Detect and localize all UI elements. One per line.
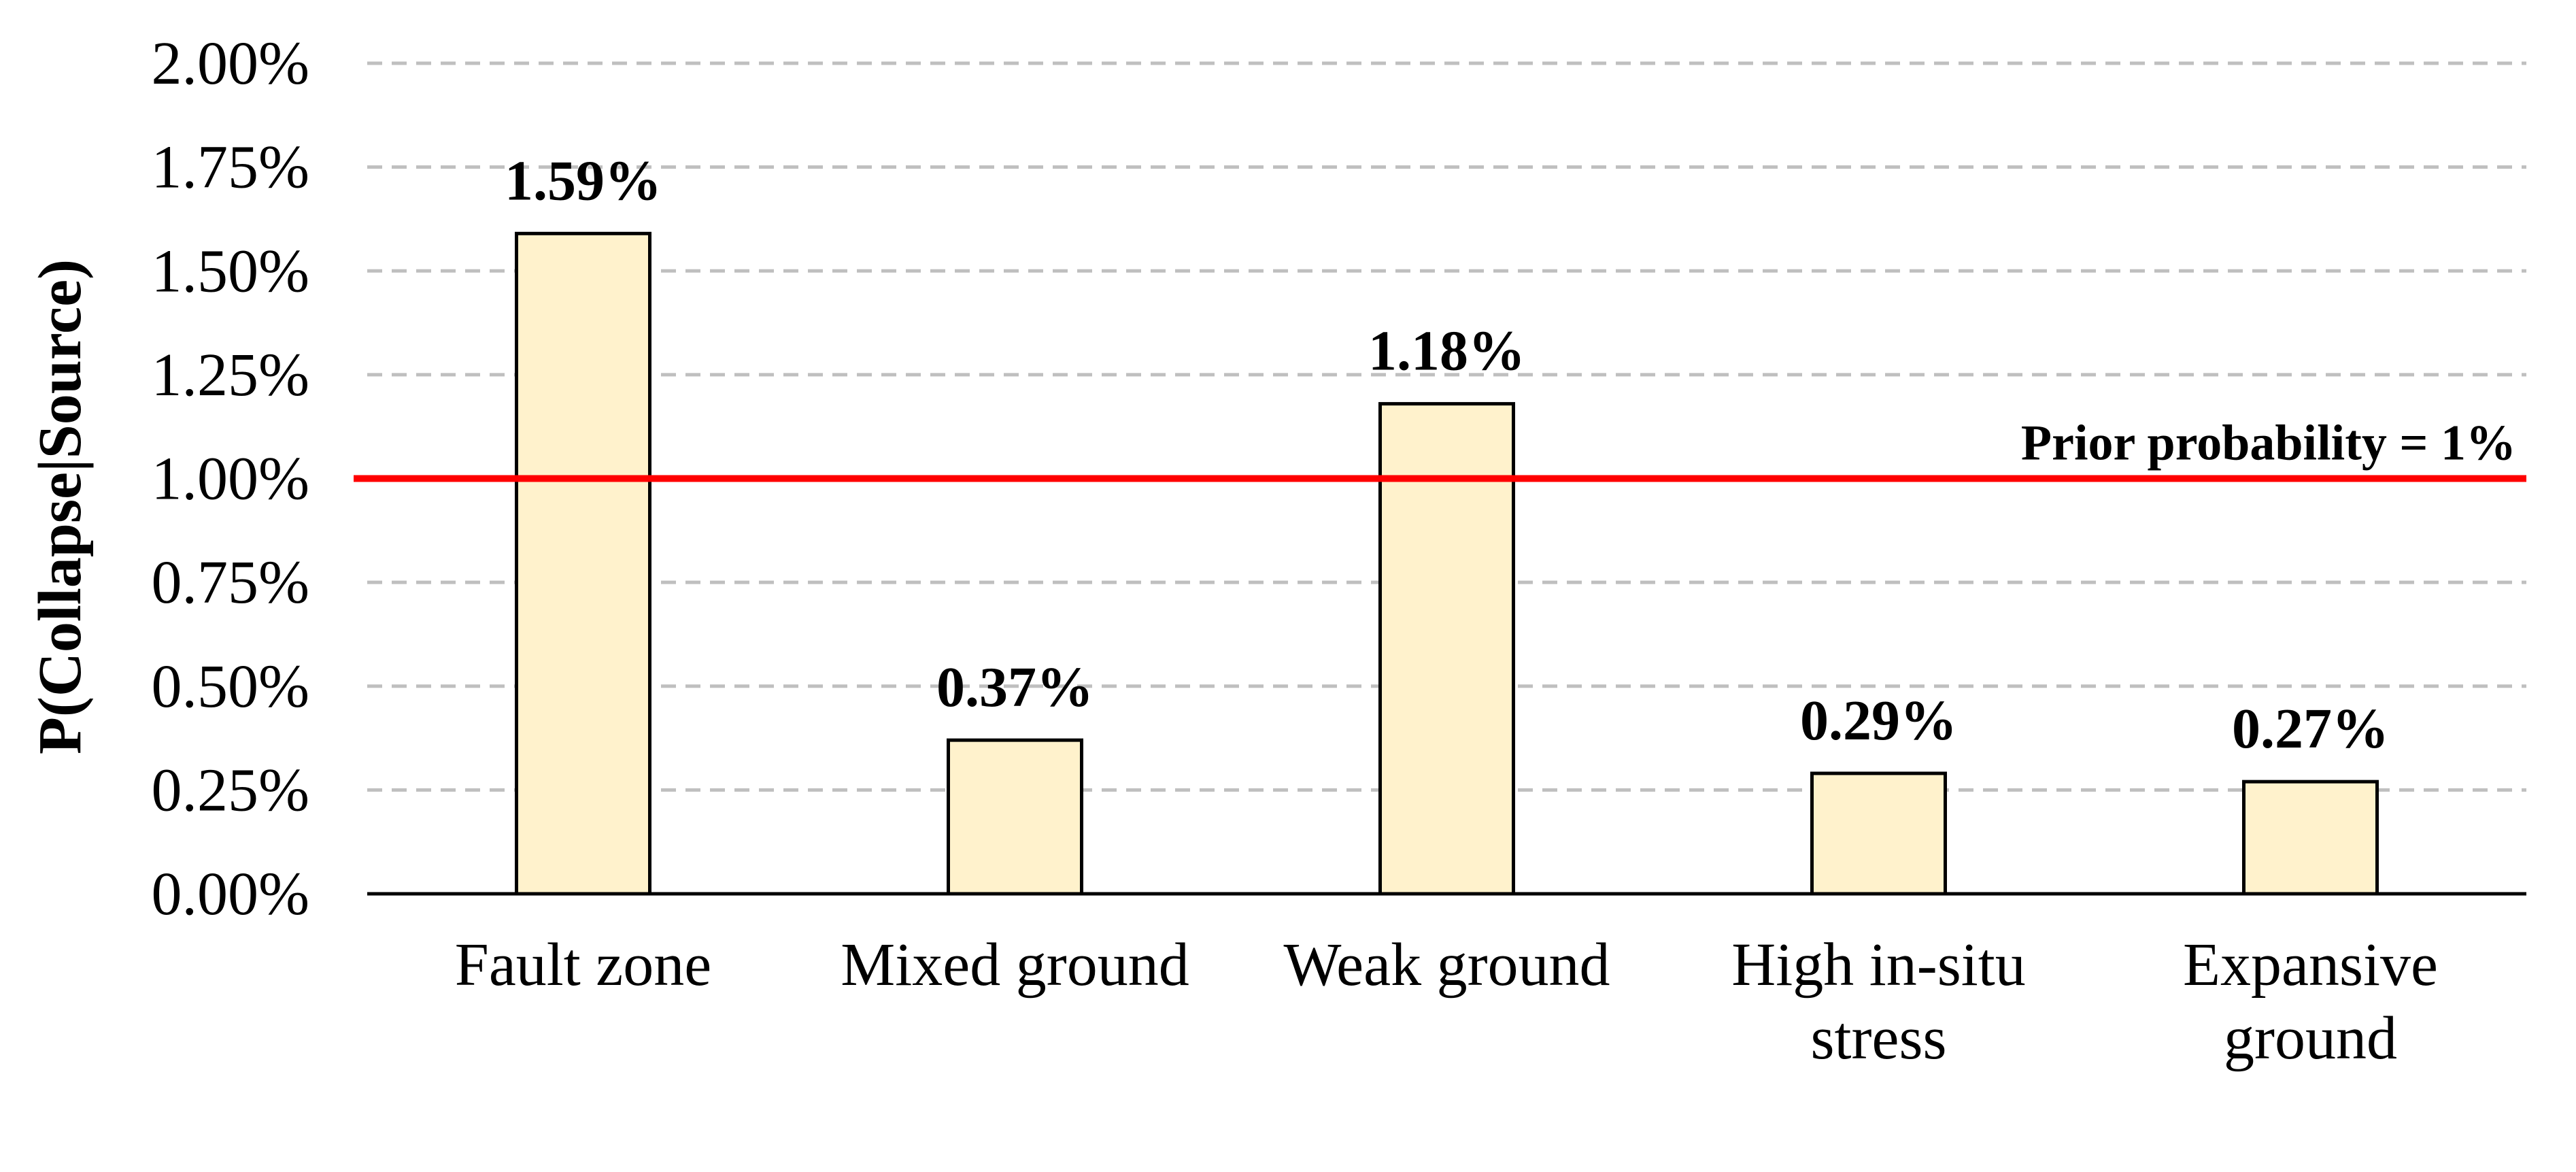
reference-line-label: Prior probability = 1%: [2021, 416, 2516, 471]
y-axis-ticks: 0.00% 0.25% 0.50% 0.75% 1.00% 1.25% 1.50% 1.75%…: [152, 30, 309, 928]
y-tick-label: 0.75%: [152, 549, 309, 616]
y-tick-label: 0.00%: [152, 860, 309, 928]
data-label: 1.59%: [505, 149, 662, 212]
bar: [1810, 771, 1947, 896]
reference-line-group: Prior probability = 1%: [354, 416, 2526, 482]
y-tick-label: 1.75%: [152, 134, 309, 201]
y-tick-label: 2.00%: [152, 30, 309, 97]
data-label: 0.29%: [1800, 689, 1957, 752]
y-tick-label: 0.25%: [152, 756, 309, 824]
bar: [2242, 780, 2379, 896]
bar: [947, 738, 1083, 896]
category-label: Expansive: [2183, 931, 2438, 999]
bar: [515, 231, 651, 896]
data-label: 0.27%: [2232, 697, 2389, 760]
category-labels: Fault zone Mixed ground Weak ground High in…: [455, 931, 2438, 1072]
y-tick-label: 1.00%: [152, 446, 309, 513]
data-label: 0.37%: [936, 656, 1094, 719]
data-label: 1.18%: [1368, 320, 1525, 383]
data-labels: 1.59% 0.37% 1.18% 0.29% 0.27%: [505, 149, 2389, 760]
y-tick-label: 0.50%: [152, 653, 309, 720]
y-tick-label: 1.25%: [152, 341, 309, 409]
category-label: ground: [2224, 1005, 2397, 1072]
y-axis-label: P(Collapse|Source): [27, 259, 94, 754]
bars: [515, 231, 2379, 896]
category-label: Weak ground: [1283, 931, 1610, 999]
category-label: Fault zone: [455, 931, 711, 999]
category-label: Mixed ground: [841, 931, 1189, 999]
bar: [1378, 402, 1515, 896]
category-label: High in-situ: [1731, 931, 2026, 999]
category-label: stress: [1811, 1005, 1947, 1072]
y-tick-label: 1.50%: [152, 237, 309, 305]
